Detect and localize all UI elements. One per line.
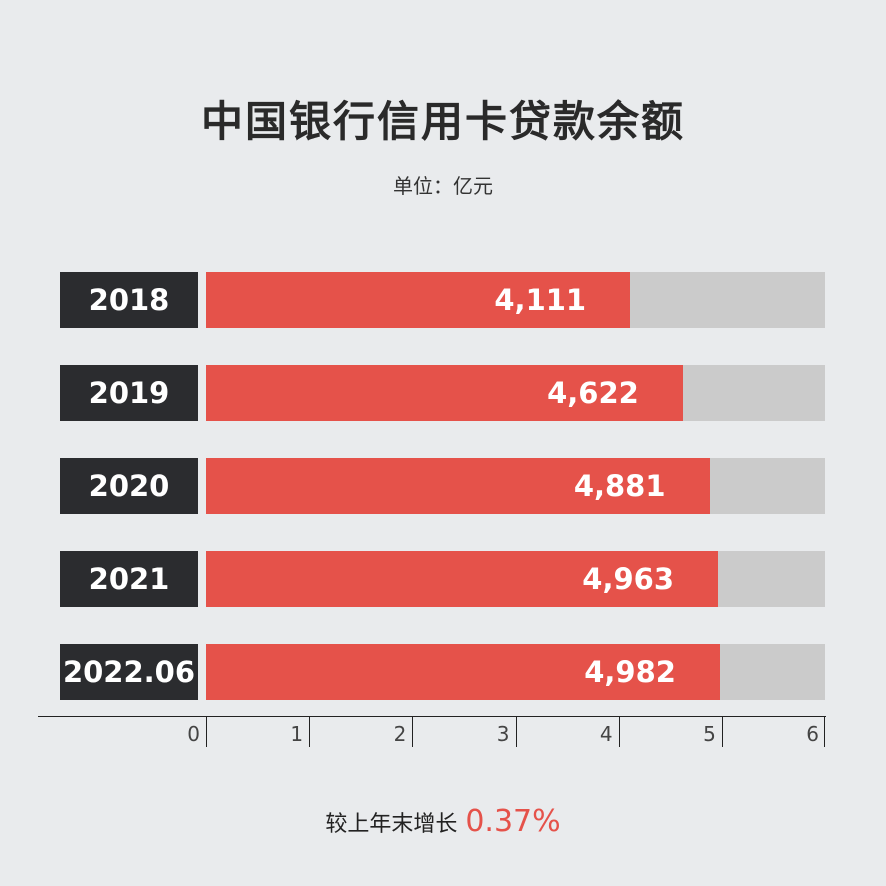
growth-note: 较上年末增长 0.37% [0,804,886,839]
growth-value: 0.37% [465,804,561,839]
bar-row: 2020 4,881 [0,458,886,514]
bar-value-label: 4,963 [582,562,675,596]
bar [206,272,631,328]
x-tick-label: 2 [393,722,407,746]
x-tick [824,716,825,747]
bar-row: 2021 4,963 [0,551,886,607]
chart-title: 中国银行信用卡贷款余额 [200,97,685,146]
growth-label: 较上年末增长 [325,812,458,837]
x-tick-label: 4 [599,722,613,746]
x-tick-label: 1 [290,722,304,746]
bar-value-label: 4,622 [547,376,639,410]
x-tick [618,716,620,747]
x-tick-label: 0 [187,722,200,746]
bar-value-label: 4,881 [573,469,666,503]
bar [206,551,719,607]
category-label: 2020 [60,458,198,514]
x-tick [412,716,414,747]
x-axis-line [38,716,826,717]
bar-value-label: 4,982 [584,655,676,689]
x-tick-label: 3 [496,722,510,746]
bar [206,644,720,700]
x-tick-label: 6 [806,722,819,746]
category-label: 2021 [60,551,198,607]
bar [206,365,683,421]
bar-row: 2022.06 4,982 [0,644,886,700]
bar [206,458,710,514]
x-tick [206,716,207,747]
x-tick [721,716,723,747]
bar-row: 2019 4,622 [0,365,886,421]
unit-subtitle: 单位：亿元 [393,174,493,198]
x-tick [309,716,311,747]
bar-row: 2018 4,111 [0,272,886,328]
category-label: 2022.06 [60,644,198,700]
category-label: 2019 [60,365,198,421]
x-tick [515,716,517,747]
bar-value-label: 4,111 [494,283,587,317]
category-label: 2018 [60,272,198,328]
x-tick-label: 5 [703,722,716,746]
